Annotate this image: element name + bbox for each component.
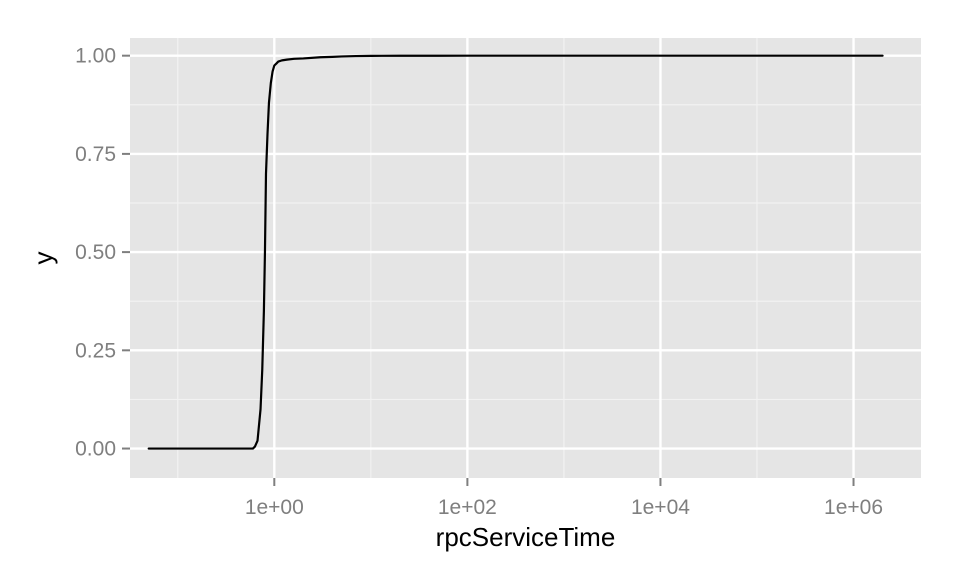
y-tick-label: 0.25 — [75, 339, 116, 362]
x-tick-label: 1e+04 — [631, 496, 690, 519]
y-tick-label: 0.75 — [75, 143, 116, 166]
y-axis-title: y — [28, 252, 58, 265]
x-tick-label: 1e+02 — [438, 496, 497, 519]
x-axis-title: rpcServiceTime — [436, 522, 616, 552]
series-layer — [147, 54, 884, 450]
x-tick-label: 1e+06 — [824, 496, 883, 519]
y-tick-label: 0.00 — [75, 438, 116, 461]
plot-panel — [130, 38, 921, 478]
y-tick-label: 1.00 — [75, 45, 116, 68]
x-tick-label: 1e+00 — [245, 496, 304, 519]
cdf-line — [147, 54, 884, 450]
y-tick-label: 0.50 — [75, 241, 116, 264]
tick-labels: 0.00 0.25 0.50 0.75 1.00 1e+00 1e+02 1e+04 1e+06 — [75, 45, 883, 519]
axis-ticks — [122, 54, 855, 486]
